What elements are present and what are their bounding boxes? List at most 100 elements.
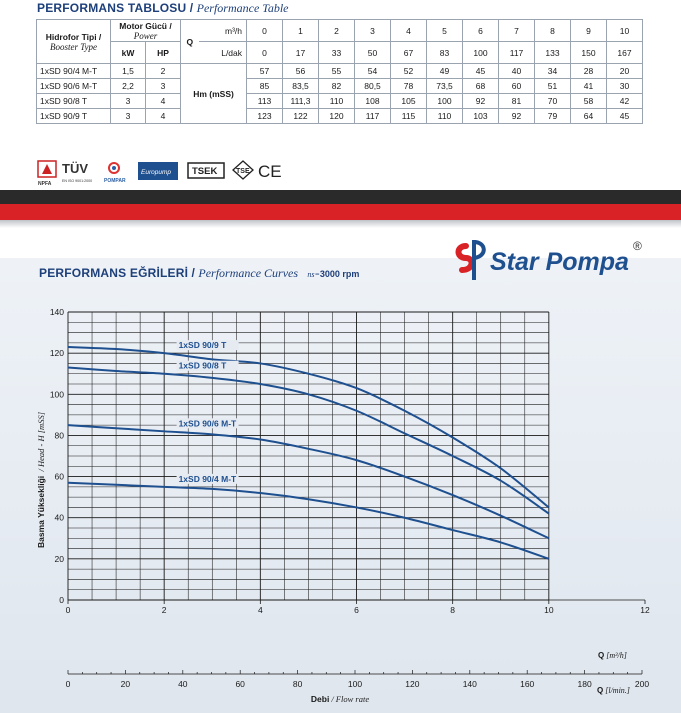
unit-m3h: m³/h [198, 19, 248, 42]
x-axis-title: Debi / Flow rate [311, 694, 369, 704]
y-axis-label: Basma Yüksekliği / Head - H [mSS] [36, 412, 46, 548]
x-unit-q: Q [598, 651, 604, 660]
hp-cell: 3 [144, 78, 182, 94]
tse-text: TSE [236, 168, 250, 175]
table-row: 1xSD 90/4 M-T 1,5 2 Hm (mSS) 57 56 55 54 52 49 45 4… [36, 63, 644, 124]
head-value-cell: 60 [498, 78, 536, 94]
q-m3h-3: 3 [354, 19, 392, 42]
q-ldak-2: 33 [318, 41, 356, 64]
head-value-cell: 45 [606, 108, 644, 124]
series-label: 1xSD 90/4 M-T [179, 474, 237, 484]
head-value-cell: 70 [534, 93, 572, 109]
head-value-cell: 49 [426, 63, 464, 79]
x2-unit-q: Q [597, 686, 603, 695]
curves-title-italic: Performance Curves [198, 266, 299, 280]
x2-tick-label: 20 [121, 679, 131, 689]
certification-logos: NPFA TÜV EN ISO 9001:2000 POMPAR Europum… [37, 160, 282, 187]
brand-logo: Star Pompa ® [455, 239, 642, 280]
npfa-logo: NPFA [37, 160, 57, 187]
x2-tick-label: 100 [348, 679, 362, 689]
q-m3h-8: 8 [534, 19, 572, 42]
series-label-bg [176, 360, 239, 371]
svg-text:Basma Yüksekliği / Head: Basma Yüksekliği / Head - H [mSS] [36, 412, 46, 548]
q-m3h-1: 1 [282, 19, 320, 42]
y-axis-ticks: 0 20 40 60 80 100 120 140 [50, 307, 64, 605]
head-value-cell: 108 [354, 93, 392, 109]
tuv-sub-text: EN ISO 9001:2000 [62, 179, 92, 183]
series-label-bg [176, 473, 239, 484]
tuv-text: TÜV [62, 161, 88, 176]
series-labels: 1xSD 90/9 T 1xSD 90/8 T 1xSD 90/6 M-T 1xSD … [176, 340, 239, 484]
kw-cell: 1,5 [110, 63, 146, 79]
y-tick-label: 40 [55, 513, 65, 523]
booster-type-header: Hidrofor Tipi / Booster Type [36, 19, 111, 64]
q-ldak-4: 67 [390, 41, 428, 64]
x-tick-label: 8 [450, 605, 455, 615]
europump-logo: Europump [138, 162, 178, 180]
head-value-cell: 30 [606, 78, 644, 94]
registered-mark: ® [633, 239, 642, 253]
x-tick-label: 2 [162, 605, 167, 615]
head-value-cell: 117 [354, 108, 392, 124]
curve-1xsd-90-4-m-t [67, 481, 550, 560]
tse-logo: TSE [232, 160, 254, 180]
x2-unit-label: Q [l/min.] [597, 686, 630, 695]
head-value-cell: 58 [570, 93, 608, 109]
hp-cell: 2 [144, 63, 182, 79]
x-tick-label: 4 [258, 605, 263, 615]
pompar-logo: POMPAR [104, 162, 126, 184]
q-ldak-9: 150 [570, 41, 608, 64]
head-value-cell: 82 [318, 78, 356, 94]
head-value-cell: 92 [462, 93, 500, 109]
series-label: 1xSD 90/6 M-T [179, 418, 237, 428]
head-value-cell: 81 [498, 93, 536, 109]
model-cell: 1xSD 90/4 M-T [36, 63, 111, 79]
head-value-cell: 51 [534, 78, 572, 94]
y-tick-label: 20 [55, 554, 65, 564]
head-value-cell: 40 [498, 63, 536, 79]
head-value-cell: 110 [426, 108, 464, 124]
head-value-cell: 123 [246, 108, 284, 124]
x-unit: [m³/h] [606, 651, 627, 660]
curve-1xsd-90-9-t [67, 345, 550, 509]
x2-tick-label: 60 [235, 679, 245, 689]
head-value-cell: 34 [534, 63, 572, 79]
table-title-bold: PERFORMANS TABLOSU [37, 1, 187, 15]
tuv-logo: TÜV EN ISO 9001:2000 [62, 161, 92, 183]
hm-label: Hm (mSS) [180, 63, 248, 124]
head-value-cell: 100 [426, 93, 464, 109]
series-label-bg [176, 340, 239, 351]
kw-header: kW [110, 41, 146, 64]
head-value-cell: 85 [246, 78, 284, 94]
q-m3h-4: 4 [390, 19, 428, 42]
table-row: 1xSD 90/8 T 3 4 113 111,3 110 108 105 100 92 81 70 5… [36, 93, 644, 109]
model-cell: 1xSD 90/8 T [36, 93, 111, 109]
series-label: 1xSD 90/9 T [179, 340, 228, 350]
x-tick-label: 6 [354, 605, 359, 615]
q-m3h-0: 0 [246, 19, 284, 42]
table-header-row: Hidrofor Tipi / Booster Type Motor Gücü … [36, 19, 644, 64]
q-m3h-5: 5 [426, 19, 464, 42]
x2-tick-label: 0 [66, 679, 71, 689]
q-ldak-1: 17 [282, 41, 320, 64]
band-shadow [0, 220, 681, 228]
q-ldak-3: 50 [354, 41, 392, 64]
ce-mark: CE [258, 162, 282, 181]
head-value-cell: 68 [462, 78, 500, 94]
chart-grid [67, 311, 645, 601]
q-m3h-9: 9 [570, 19, 608, 42]
head-value-cell: 80,5 [354, 78, 392, 94]
table-subheader-row: kW HP L/dak 0 17 33 50 67 83 100 117 133… [37, 41, 644, 64]
performance-table: Hidrofor Tipi / Booster Type Motor Gücü … [36, 19, 644, 124]
head-value-cell: 120 [318, 108, 356, 124]
q-ldak-6: 100 [462, 41, 500, 64]
x2-tick-label: 140 [463, 679, 477, 689]
brand-name: Star Pompa [490, 248, 629, 276]
europump-text: Europump [141, 169, 171, 176]
head-value-cell: 52 [390, 63, 428, 79]
head-value-cell: 105 [390, 93, 428, 109]
kw-cell: 3 [110, 108, 146, 124]
dark-band [0, 190, 681, 204]
y-tick-label: 140 [50, 307, 64, 317]
kw-cell: 3 [110, 93, 146, 109]
